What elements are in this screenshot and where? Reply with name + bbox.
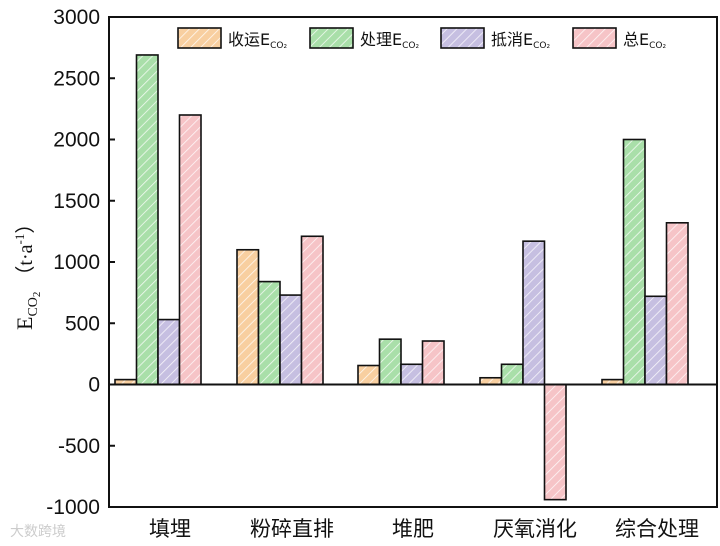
y-tick-label: 2500 — [53, 67, 100, 90]
legend-swatch — [572, 27, 617, 49]
bar-1-1 — [257, 280, 281, 386]
svg-text:ECO2（t·a-1）: ECO2 （t·a-1） — [12, 214, 43, 330]
bar-3-2 — [522, 240, 546, 386]
bar-2-1 — [378, 338, 402, 386]
legend-label: 总ECO₂ — [623, 30, 666, 51]
y-tick-label: 1000 — [53, 251, 100, 274]
bar-4-2 — [644, 295, 668, 386]
bar-3-1 — [500, 363, 524, 386]
y-tick-label: 2000 — [53, 129, 100, 152]
legend: 收运ECO₂ 处理ECO₂ 抵消ECO₂ 总ECO₂ — [177, 27, 666, 51]
bar-3-0 — [479, 376, 503, 386]
y-tick-label: 0 — [88, 374, 100, 397]
x-axis: 填埋 粉碎直排 堆肥 厌氧消化 综合处理 — [149, 517, 699, 541]
ylabel-sub2: 2 — [31, 292, 43, 298]
bar-2-0 — [357, 364, 381, 386]
legend-swatch — [309, 27, 354, 49]
legend-swatch — [440, 27, 485, 49]
bars-layer — [114, 54, 689, 501]
bar-3-3 — [543, 383, 567, 501]
x-category-label: 堆肥 — [392, 517, 434, 541]
ylabel-sub: CO — [26, 297, 41, 316]
ylabel-close: ） — [14, 214, 37, 234]
x-category-label: 综合处理 — [615, 517, 699, 541]
legend-swatch — [177, 27, 222, 49]
bar-0-3 — [178, 114, 202, 386]
legend-label: 收运ECO₂ — [228, 30, 287, 51]
x-category-label: 厌氧消化 — [493, 517, 577, 541]
y-axis-title: ECO2 （t·a-1） — [12, 214, 43, 330]
y-tick-label: 3000 — [53, 6, 100, 29]
y-tick-label: 500 — [65, 312, 100, 335]
legend-label: 抵消ECO₂ — [491, 30, 550, 51]
bar-0-1 — [135, 54, 159, 386]
y-axis: -1000 -500 0 500 1000 1500 2000 2500 3000 — [46, 6, 115, 519]
bar-4-1 — [622, 138, 646, 386]
ylabel-sup: -1 — [12, 234, 27, 245]
x-category-label: 粉碎直排 — [250, 517, 334, 541]
y-tick-label: -500 — [58, 435, 100, 458]
ylabel-unit: （t·a — [14, 244, 37, 285]
watermark: 大数跨境 — [10, 524, 66, 540]
bar-2-2 — [400, 363, 424, 386]
y-tick-label: 1500 — [53, 190, 100, 213]
bar-1-2 — [279, 294, 303, 386]
bar-2-3 — [421, 340, 445, 386]
y-tick-label: -1000 — [46, 496, 100, 519]
x-category-label: 填埋 — [149, 517, 191, 541]
bar-4-3 — [665, 222, 689, 386]
bar-1-0 — [236, 248, 260, 386]
ylabel-main: E — [12, 317, 37, 330]
legend-label: 处理ECO₂ — [360, 30, 419, 51]
bar-1-3 — [300, 235, 324, 386]
bar-0-2 — [157, 318, 181, 386]
